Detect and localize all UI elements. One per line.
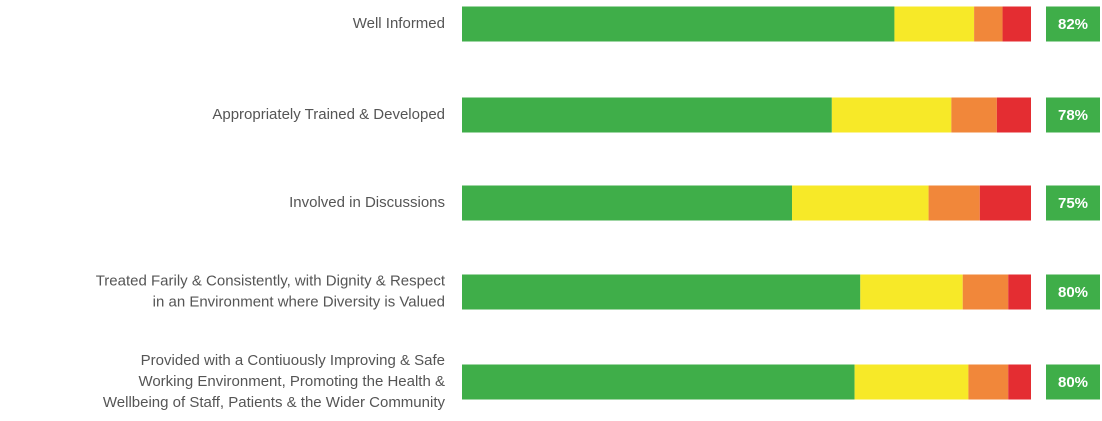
bar-segment [462,185,793,221]
score-badge [1046,364,1100,400]
bar-segment [996,97,1031,133]
bar-segment [792,185,929,221]
category-line: Involved in Discussions [289,194,445,211]
category-label: Involved in Discussions [289,194,445,211]
category-line: Appropriately Trained & Developed [212,106,445,123]
bar-segment [462,6,895,42]
category-line: Provided with a Contiuously Improving & … [141,352,445,369]
score-badge [1046,185,1100,221]
bar-segment [968,364,1009,400]
score-badge [1046,6,1100,42]
score-label: 80% [1058,284,1088,301]
category-label: Provided with a Contiuously Improving & … [103,352,446,411]
bar-segment [928,185,980,221]
category-line: Wellbeing of Staff, Patients & the Wider… [103,394,446,411]
category-label: Well Informed [353,15,445,32]
category-label: Appropriately Trained & Developed [212,106,445,123]
score-label: 75% [1058,195,1088,212]
bar-segment [1008,274,1031,310]
category-line: Working Environment, Promoting the Healt… [138,373,445,390]
bar-segment [831,97,952,133]
score-badge [1046,97,1100,133]
score-label: 78% [1058,107,1088,124]
bar-segment [1008,364,1031,400]
bar-segment [974,6,1003,42]
bar-segment [962,274,1009,310]
score-label: 80% [1058,374,1088,391]
bar-segment [462,97,832,133]
bar-segment [860,274,963,310]
category-label: Treated Farily & Consistently, with Dign… [96,272,446,310]
category-line: Well Informed [353,15,445,32]
bar-segment [894,6,975,42]
category-line: Treated Farily & Consistently, with Dign… [96,272,446,289]
bar-segment [462,274,861,310]
category-line: in an Environment where Diversity is Val… [153,293,445,310]
bar-segment [854,364,969,400]
score-label: 82% [1058,16,1088,33]
bar-segment [951,97,997,133]
bar-segment [1002,6,1031,42]
score-badge [1046,274,1100,310]
bar-segment [462,364,855,400]
bar-segment [979,185,1031,221]
